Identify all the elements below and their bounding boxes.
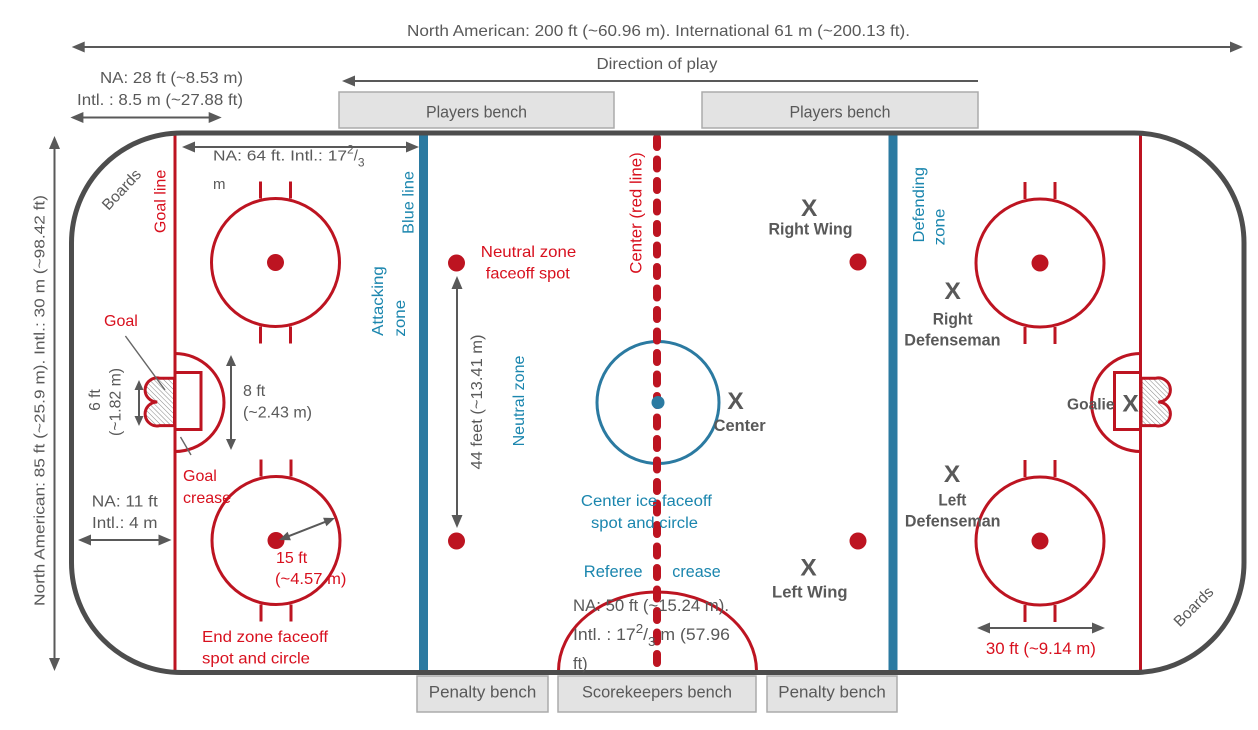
svg-text:Penalty bench: Penalty bench	[778, 684, 886, 702]
svg-text:NA: 50 ft (~15.24 m).: NA: 50 ft (~15.24 m).	[573, 597, 729, 615]
svg-text:Attacking: Attacking	[370, 266, 387, 336]
svg-text:Goal: Goal	[183, 468, 217, 485]
svg-text:X: X	[727, 388, 744, 415]
svg-text:spot and circle: spot and circle	[202, 651, 310, 668]
svg-text:X: X	[944, 461, 961, 488]
svg-text:X: X	[945, 278, 962, 305]
svg-text:Intl. : 8.5 m (~27.88 ft): Intl. : 8.5 m (~27.88 ft)	[77, 92, 243, 109]
svg-text:44 feet (~13.41 m): 44 feet (~13.41 m)	[469, 335, 486, 470]
svg-text:Players bench: Players bench	[426, 104, 527, 122]
svg-text:8 ft: 8 ft	[243, 383, 266, 400]
svg-text:30 ft (~9.14 m): 30 ft (~9.14 m)	[986, 640, 1096, 658]
svg-text:Right: Right	[933, 311, 973, 329]
svg-text:NA: 28 ft (~8.53 m): NA: 28 ft (~8.53 m)	[100, 70, 243, 87]
svg-text:Goal: Goal	[104, 313, 138, 330]
svg-text:15 ft: 15 ft	[276, 550, 308, 567]
svg-text:(~4.57 m): (~4.57 m)	[275, 571, 346, 588]
svg-text:Defenseman: Defenseman	[905, 513, 1001, 531]
svg-text:Defenseman: Defenseman	[904, 332, 1000, 350]
svg-text:ft): ft)	[573, 655, 588, 673]
svg-text:X: X	[801, 195, 818, 222]
svg-text:Goal line: Goal line	[153, 170, 170, 233]
svg-text:North American: 200 ft (~60.96: North American: 200 ft (~60.96 m). Inter…	[407, 23, 910, 40]
svg-text:Goalie: Goalie	[1067, 397, 1115, 414]
svg-text:Players bench: Players bench	[790, 104, 891, 122]
svg-text:spot and circle: spot and circle	[591, 515, 698, 532]
svg-text:Center (red line): Center (red line)	[628, 152, 646, 273]
svg-text:(~1.82 m): (~1.82 m)	[108, 368, 125, 436]
svg-text:faceoff spot: faceoff spot	[486, 266, 571, 283]
svg-text:zone: zone	[392, 300, 409, 337]
svg-text:Defending: Defending	[911, 167, 928, 242]
svg-text:Right Wing: Right Wing	[769, 221, 853, 239]
svg-text:Left Wing: Left Wing	[772, 584, 848, 602]
svg-text:Direction of play: Direction of play	[597, 56, 718, 73]
svg-text:Referee: Referee	[584, 563, 643, 581]
svg-text:X: X	[1122, 391, 1139, 418]
svg-text:X: X	[800, 555, 817, 582]
svg-text:Neutral zone: Neutral zone	[481, 244, 577, 261]
svg-text:crease: crease	[183, 490, 231, 507]
svg-text:Neutral zone: Neutral zone	[511, 356, 528, 447]
svg-text:Penalty bench: Penalty bench	[429, 684, 537, 702]
svg-text:North American: 85 ft (~25.9 m: North American: 85 ft (~25.9 m). Intl.: …	[33, 195, 49, 606]
svg-text:Scorekeepers bench: Scorekeepers bench	[582, 684, 732, 702]
svg-text:Intl.: 4 m: Intl.: 4 m	[92, 515, 158, 532]
svg-text:crease: crease	[672, 563, 720, 581]
svg-text:zone: zone	[932, 209, 949, 246]
svg-text:(~2.43 m): (~2.43 m)	[243, 405, 312, 422]
svg-text:NA: 11 ft: NA: 11 ft	[92, 494, 159, 511]
svg-text:End zone faceoff: End zone faceoff	[202, 629, 329, 646]
svg-text:Center ice faceoff: Center ice faceoff	[581, 493, 713, 510]
svg-text:m: m	[213, 176, 226, 193]
svg-text:NA: 64 ft. Intl.: 172/3: NA: 64 ft. Intl.: 172/3	[213, 142, 365, 169]
svg-text:6 ft: 6 ft	[87, 389, 104, 411]
svg-text:Center: Center	[714, 417, 767, 435]
svg-text:Blue line: Blue line	[401, 171, 418, 234]
svg-text:Left: Left	[938, 492, 966, 510]
